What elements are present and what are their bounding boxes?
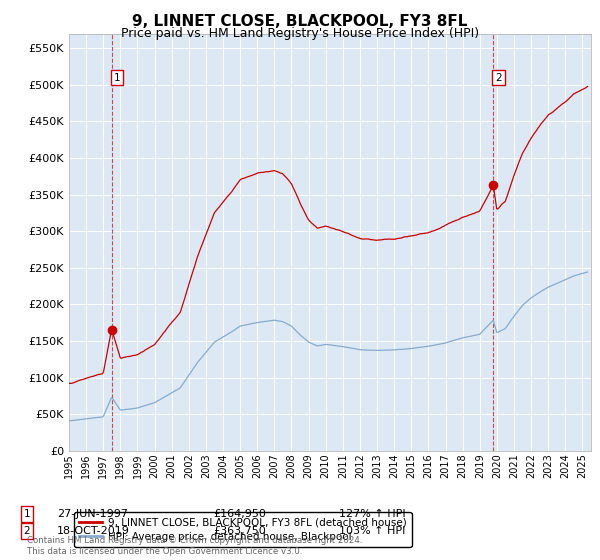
Text: 9, LINNET CLOSE, BLACKPOOL, FY3 8FL: 9, LINNET CLOSE, BLACKPOOL, FY3 8FL (133, 14, 467, 29)
Text: 2: 2 (496, 72, 502, 82)
Text: Contains HM Land Registry data © Crown copyright and database right 2024.
This d: Contains HM Land Registry data © Crown c… (27, 536, 362, 556)
Text: £164,950: £164,950 (213, 509, 266, 519)
Legend: 9, LINNET CLOSE, BLACKPOOL, FY3 8FL (detached house), HPI: Average price, detach: 9, LINNET CLOSE, BLACKPOOL, FY3 8FL (det… (74, 512, 412, 547)
Text: 2: 2 (23, 526, 31, 536)
Text: Price paid vs. HM Land Registry's House Price Index (HPI): Price paid vs. HM Land Registry's House … (121, 27, 479, 40)
Text: 1: 1 (23, 509, 31, 519)
Text: 27-JUN-1997: 27-JUN-1997 (57, 509, 128, 519)
Text: £363,750: £363,750 (213, 526, 266, 536)
Text: 103% ↑ HPI: 103% ↑ HPI (339, 526, 406, 536)
Text: 18-OCT-2019: 18-OCT-2019 (57, 526, 130, 536)
Text: 1: 1 (113, 72, 120, 82)
Text: 127% ↑ HPI: 127% ↑ HPI (339, 509, 406, 519)
